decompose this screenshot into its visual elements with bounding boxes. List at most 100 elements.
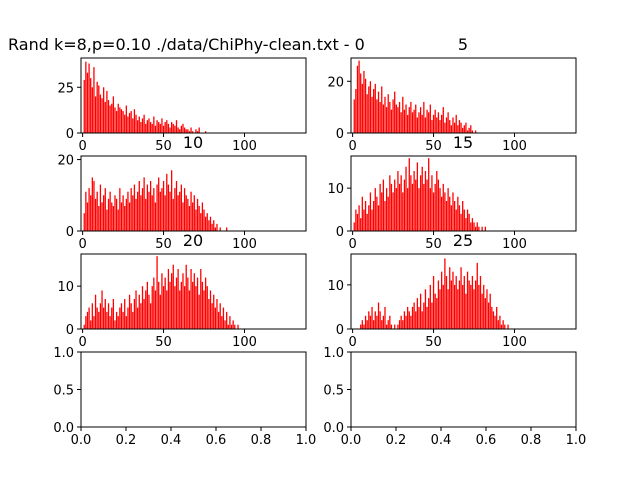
bar [426,109,428,133]
bar [424,289,427,329]
bar [175,181,178,231]
bar [169,127,171,133]
bar [373,89,375,133]
bar [196,277,199,329]
bar [449,196,451,231]
bar [88,63,90,133]
y-tick-label: 0.0 [323,421,344,436]
bar [455,114,457,133]
bar [86,202,89,231]
bar [171,122,173,133]
bar [369,315,372,329]
bar [408,158,410,231]
bar [169,191,171,231]
bar [410,315,412,329]
bar [358,205,360,231]
bar [474,130,477,133]
bar [209,290,212,329]
bar [507,324,509,329]
subplot-title: 5 [458,35,468,54]
axes-frame [80,155,307,232]
bar [125,198,127,231]
bar [104,101,106,133]
bar [198,206,200,231]
bar [188,131,191,133]
bar [397,107,399,133]
bar [196,131,199,133]
bar [381,86,383,133]
bar [138,116,140,133]
bar [385,188,388,231]
bar [124,206,126,231]
bar [377,205,380,231]
bar [361,320,363,329]
bar [421,311,423,329]
x-tick-label: 0.4 [161,433,182,448]
bar [166,173,168,231]
bar [376,99,378,133]
bar [208,220,210,231]
bar [188,290,191,329]
bar [457,289,459,329]
bar [159,191,161,231]
bar [466,209,469,231]
bar [192,131,194,133]
bar [127,191,129,231]
bar [474,280,477,329]
bar [224,320,226,329]
bar [431,120,433,133]
bar [405,104,407,133]
subplot-6: 0.0 0.2 0.4 0.6 0.8 1.0 0.0 0.5 1.0 [53,346,316,448]
bar [162,181,165,231]
bar [466,271,469,329]
bar [376,315,378,329]
bar [137,307,139,329]
bar [159,123,161,133]
bar [419,293,422,329]
bar [449,120,451,133]
bar [174,188,176,231]
bar [428,158,430,231]
bar [418,188,420,231]
bar [445,201,448,231]
bar [457,196,459,231]
bar [381,192,383,231]
bar [398,101,401,133]
bar [413,171,415,231]
bar [203,290,205,329]
y-tick-label: 25 [57,81,74,96]
x-tick-label: 50 [425,237,442,252]
bar [135,114,137,133]
bar [174,286,176,329]
bar [363,70,365,133]
bar [132,311,134,329]
bar [481,226,483,231]
bar [432,192,435,231]
bar [478,226,480,231]
bar [115,311,118,329]
bar [402,192,404,231]
bar [182,123,184,133]
bar [115,198,118,231]
bar [115,111,118,133]
bar [450,125,452,133]
bar [183,188,186,231]
bar [159,294,161,329]
bar [387,196,389,231]
bar [465,218,467,231]
bar [171,273,173,329]
bar [133,184,136,231]
bar [431,302,433,329]
bar [455,209,457,231]
bar [96,191,98,231]
bar [504,324,506,329]
bar [473,289,475,329]
bar [182,202,184,231]
bar [128,202,131,231]
bar [190,269,192,329]
bar [424,171,427,231]
bar [415,179,417,231]
bar [382,315,385,329]
bar [195,286,197,329]
bar [474,226,477,231]
